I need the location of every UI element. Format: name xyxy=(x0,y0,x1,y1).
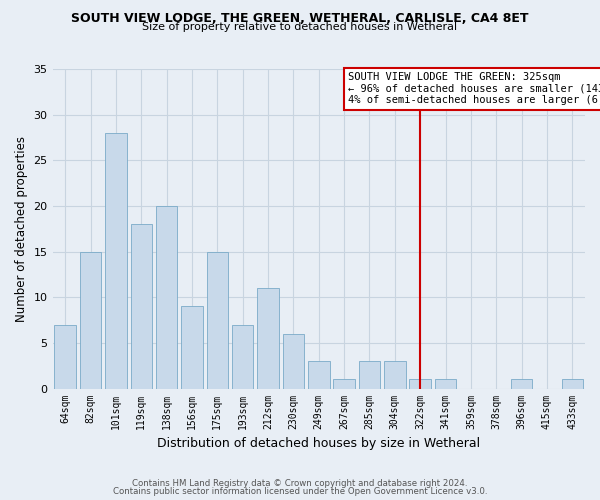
Bar xyxy=(181,306,203,388)
Bar xyxy=(131,224,152,388)
Bar xyxy=(511,380,532,388)
Text: Contains public sector information licensed under the Open Government Licence v3: Contains public sector information licen… xyxy=(113,487,487,496)
Bar xyxy=(206,252,228,388)
Bar xyxy=(435,380,457,388)
Bar xyxy=(55,324,76,388)
Bar xyxy=(409,380,431,388)
Bar xyxy=(359,361,380,388)
Bar xyxy=(105,133,127,388)
Bar xyxy=(257,288,279,388)
Bar xyxy=(80,252,101,388)
Y-axis label: Number of detached properties: Number of detached properties xyxy=(15,136,28,322)
Text: SOUTH VIEW LODGE, THE GREEN, WETHERAL, CARLISLE, CA4 8ET: SOUTH VIEW LODGE, THE GREEN, WETHERAL, C… xyxy=(71,12,529,26)
Bar xyxy=(283,334,304,388)
Bar xyxy=(334,380,355,388)
X-axis label: Distribution of detached houses by size in Wetheral: Distribution of detached houses by size … xyxy=(157,437,481,450)
Text: SOUTH VIEW LODGE THE GREEN: 325sqm
← 96% of detached houses are smaller (143)
4%: SOUTH VIEW LODGE THE GREEN: 325sqm ← 96%… xyxy=(348,72,600,106)
Bar xyxy=(156,206,178,388)
Text: Contains HM Land Registry data © Crown copyright and database right 2024.: Contains HM Land Registry data © Crown c… xyxy=(132,478,468,488)
Bar xyxy=(562,380,583,388)
Bar xyxy=(232,324,253,388)
Bar xyxy=(308,361,329,388)
Bar xyxy=(384,361,406,388)
Text: Size of property relative to detached houses in Wetheral: Size of property relative to detached ho… xyxy=(142,22,458,32)
